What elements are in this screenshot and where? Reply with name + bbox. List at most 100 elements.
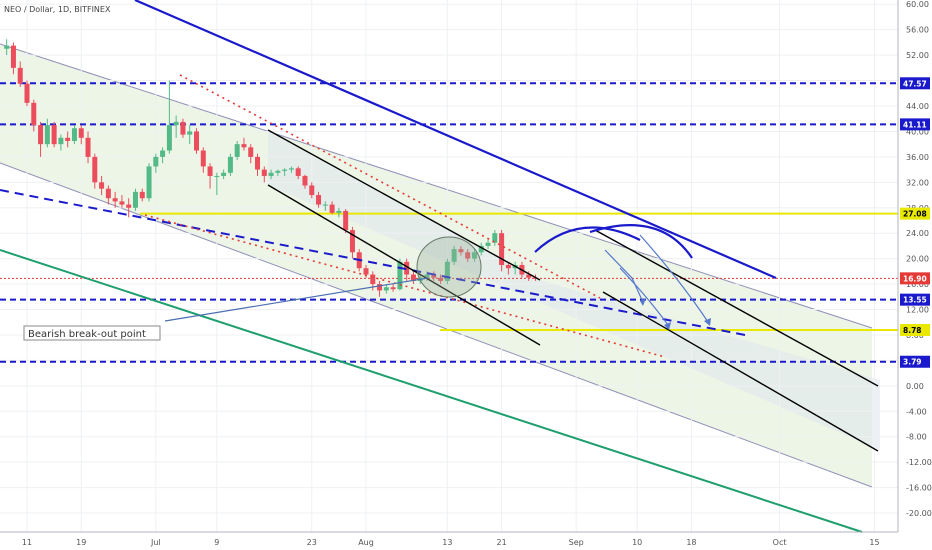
- price-tick-label: 20.00: [906, 255, 929, 264]
- candle-body: [31, 102, 37, 126]
- price-tick-label: -16.00: [906, 484, 932, 493]
- candle-body: [410, 274, 416, 281]
- price-tick-label: 16.00: [906, 280, 929, 289]
- arrow-head: [664, 322, 671, 330]
- drawings: [0, 0, 879, 533]
- candle-body: [194, 131, 199, 151]
- projection-fill: [268, 130, 880, 450]
- rounding-top-arc-2: [589, 224, 693, 259]
- annotation-label: Bearish break-out point: [28, 329, 146, 340]
- level-tag: [900, 355, 930, 368]
- candle-body: [261, 169, 267, 176]
- arrow-head: [640, 298, 646, 306]
- candle-body: [58, 137, 64, 145]
- time-tick-label: 11: [22, 538, 32, 547]
- price-tick-label: 52.00: [906, 51, 929, 60]
- candle-body: [282, 169, 288, 171]
- candle-body: [44, 125, 50, 145]
- level-tag: [900, 207, 930, 220]
- time-tick-label: Oct: [773, 538, 787, 547]
- price-tick-label: -4.00: [906, 407, 927, 416]
- level-tag-label: 13.55: [903, 296, 927, 305]
- time-tick-label: 18: [686, 538, 696, 547]
- annotation-pointer: [164, 277, 429, 322]
- annotation-box: Bearish break-out point: [23, 325, 161, 341]
- level-tag: [900, 118, 930, 131]
- level-tag-label: 47.57: [903, 79, 927, 88]
- price-axis: 60.0056.0052.0048.0044.0040.0036.0032.00…: [897, 0, 932, 532]
- candle-body: [160, 150, 166, 157]
- candle-body: [38, 125, 44, 145]
- candle-body: [221, 172, 227, 176]
- candle-body: [397, 261, 403, 290]
- candle-body: [316, 195, 322, 205]
- time-tick-label: 15: [869, 538, 879, 547]
- channel-fill: [0, 44, 872, 487]
- arrow-head: [704, 318, 711, 326]
- time-axis: 11 19 Jul 9 23 Aug 13 21 Sep 10 18 Oct 15: [0, 531, 898, 547]
- highlight-circle: [416, 236, 482, 298]
- time-tick-label: 10: [632, 538, 642, 547]
- time-tick-label: 23: [307, 538, 317, 547]
- level-tag: [900, 323, 930, 336]
- candle-body: [153, 156, 159, 167]
- candle-body: [214, 175, 220, 177]
- candle-body: [248, 147, 254, 157]
- red-dotted-upper: [179, 74, 601, 299]
- candle-body: [309, 185, 315, 196]
- level-tag-label: 27.08: [903, 210, 927, 219]
- candle-body: [370, 274, 376, 285]
- level-tag: [900, 77, 930, 90]
- candle-body: [431, 274, 437, 278]
- price-tick-label: 44.00: [906, 102, 929, 111]
- candle-body: [207, 166, 213, 176]
- candle-body: [275, 170, 281, 173]
- candle-body: [465, 252, 471, 259]
- level-tag-label: 8.78: [903, 326, 922, 335]
- candle-body: [363, 268, 369, 275]
- candle-body: [119, 201, 125, 205]
- candle-body: [65, 137, 71, 141]
- candle-body: [322, 204, 328, 206]
- candle-body: [268, 172, 274, 176]
- candle-body: [85, 137, 91, 157]
- time-tick-label: Aug: [358, 538, 374, 547]
- candle-body: [200, 150, 206, 167]
- projection-arrow: [604, 249, 643, 301]
- blue-dashed-support: [0, 189, 746, 336]
- time-tick-label: 21: [497, 538, 507, 547]
- candle-body: [424, 274, 430, 278]
- candle-body: [499, 233, 505, 265]
- candle-body: [92, 156, 98, 183]
- candle-body: [139, 191, 145, 199]
- candle-body: [377, 284, 383, 291]
- price-tick-label: 24.00: [906, 229, 929, 238]
- time-tick-label: 19: [76, 538, 86, 547]
- candle-body: [227, 156, 233, 173]
- candle-body: [302, 175, 308, 186]
- candle-body: [383, 287, 389, 291]
- candle-body: [71, 128, 77, 141]
- candle-body: [526, 274, 532, 278]
- channel-upper-line: [0, 43, 873, 329]
- projection-arrow: [619, 267, 669, 326]
- grid: [0, 0, 898, 532]
- candle-body: [112, 198, 118, 202]
- black-channel-1-lower: [267, 184, 541, 346]
- level-tag: [900, 272, 930, 285]
- level-tag: [900, 293, 930, 306]
- candle-body: [51, 125, 57, 145]
- price-tick-label: 32.00: [906, 178, 929, 187]
- price-tick-label: 60.00: [906, 0, 929, 9]
- chart-title: NEO / Dollar, 1D, BITFINEX: [4, 5, 111, 14]
- candle-body: [173, 121, 179, 126]
- candle-body: [492, 233, 498, 243]
- candle-body: [295, 168, 301, 176]
- level-tag-label: 3.79: [903, 358, 922, 367]
- rounding-top-arc: [534, 226, 641, 253]
- black-channel-2-lower: [602, 291, 879, 452]
- candle-body: [132, 191, 138, 208]
- price-tick-label: -8.00: [906, 433, 927, 442]
- price-tick-label: 56.00: [906, 26, 929, 35]
